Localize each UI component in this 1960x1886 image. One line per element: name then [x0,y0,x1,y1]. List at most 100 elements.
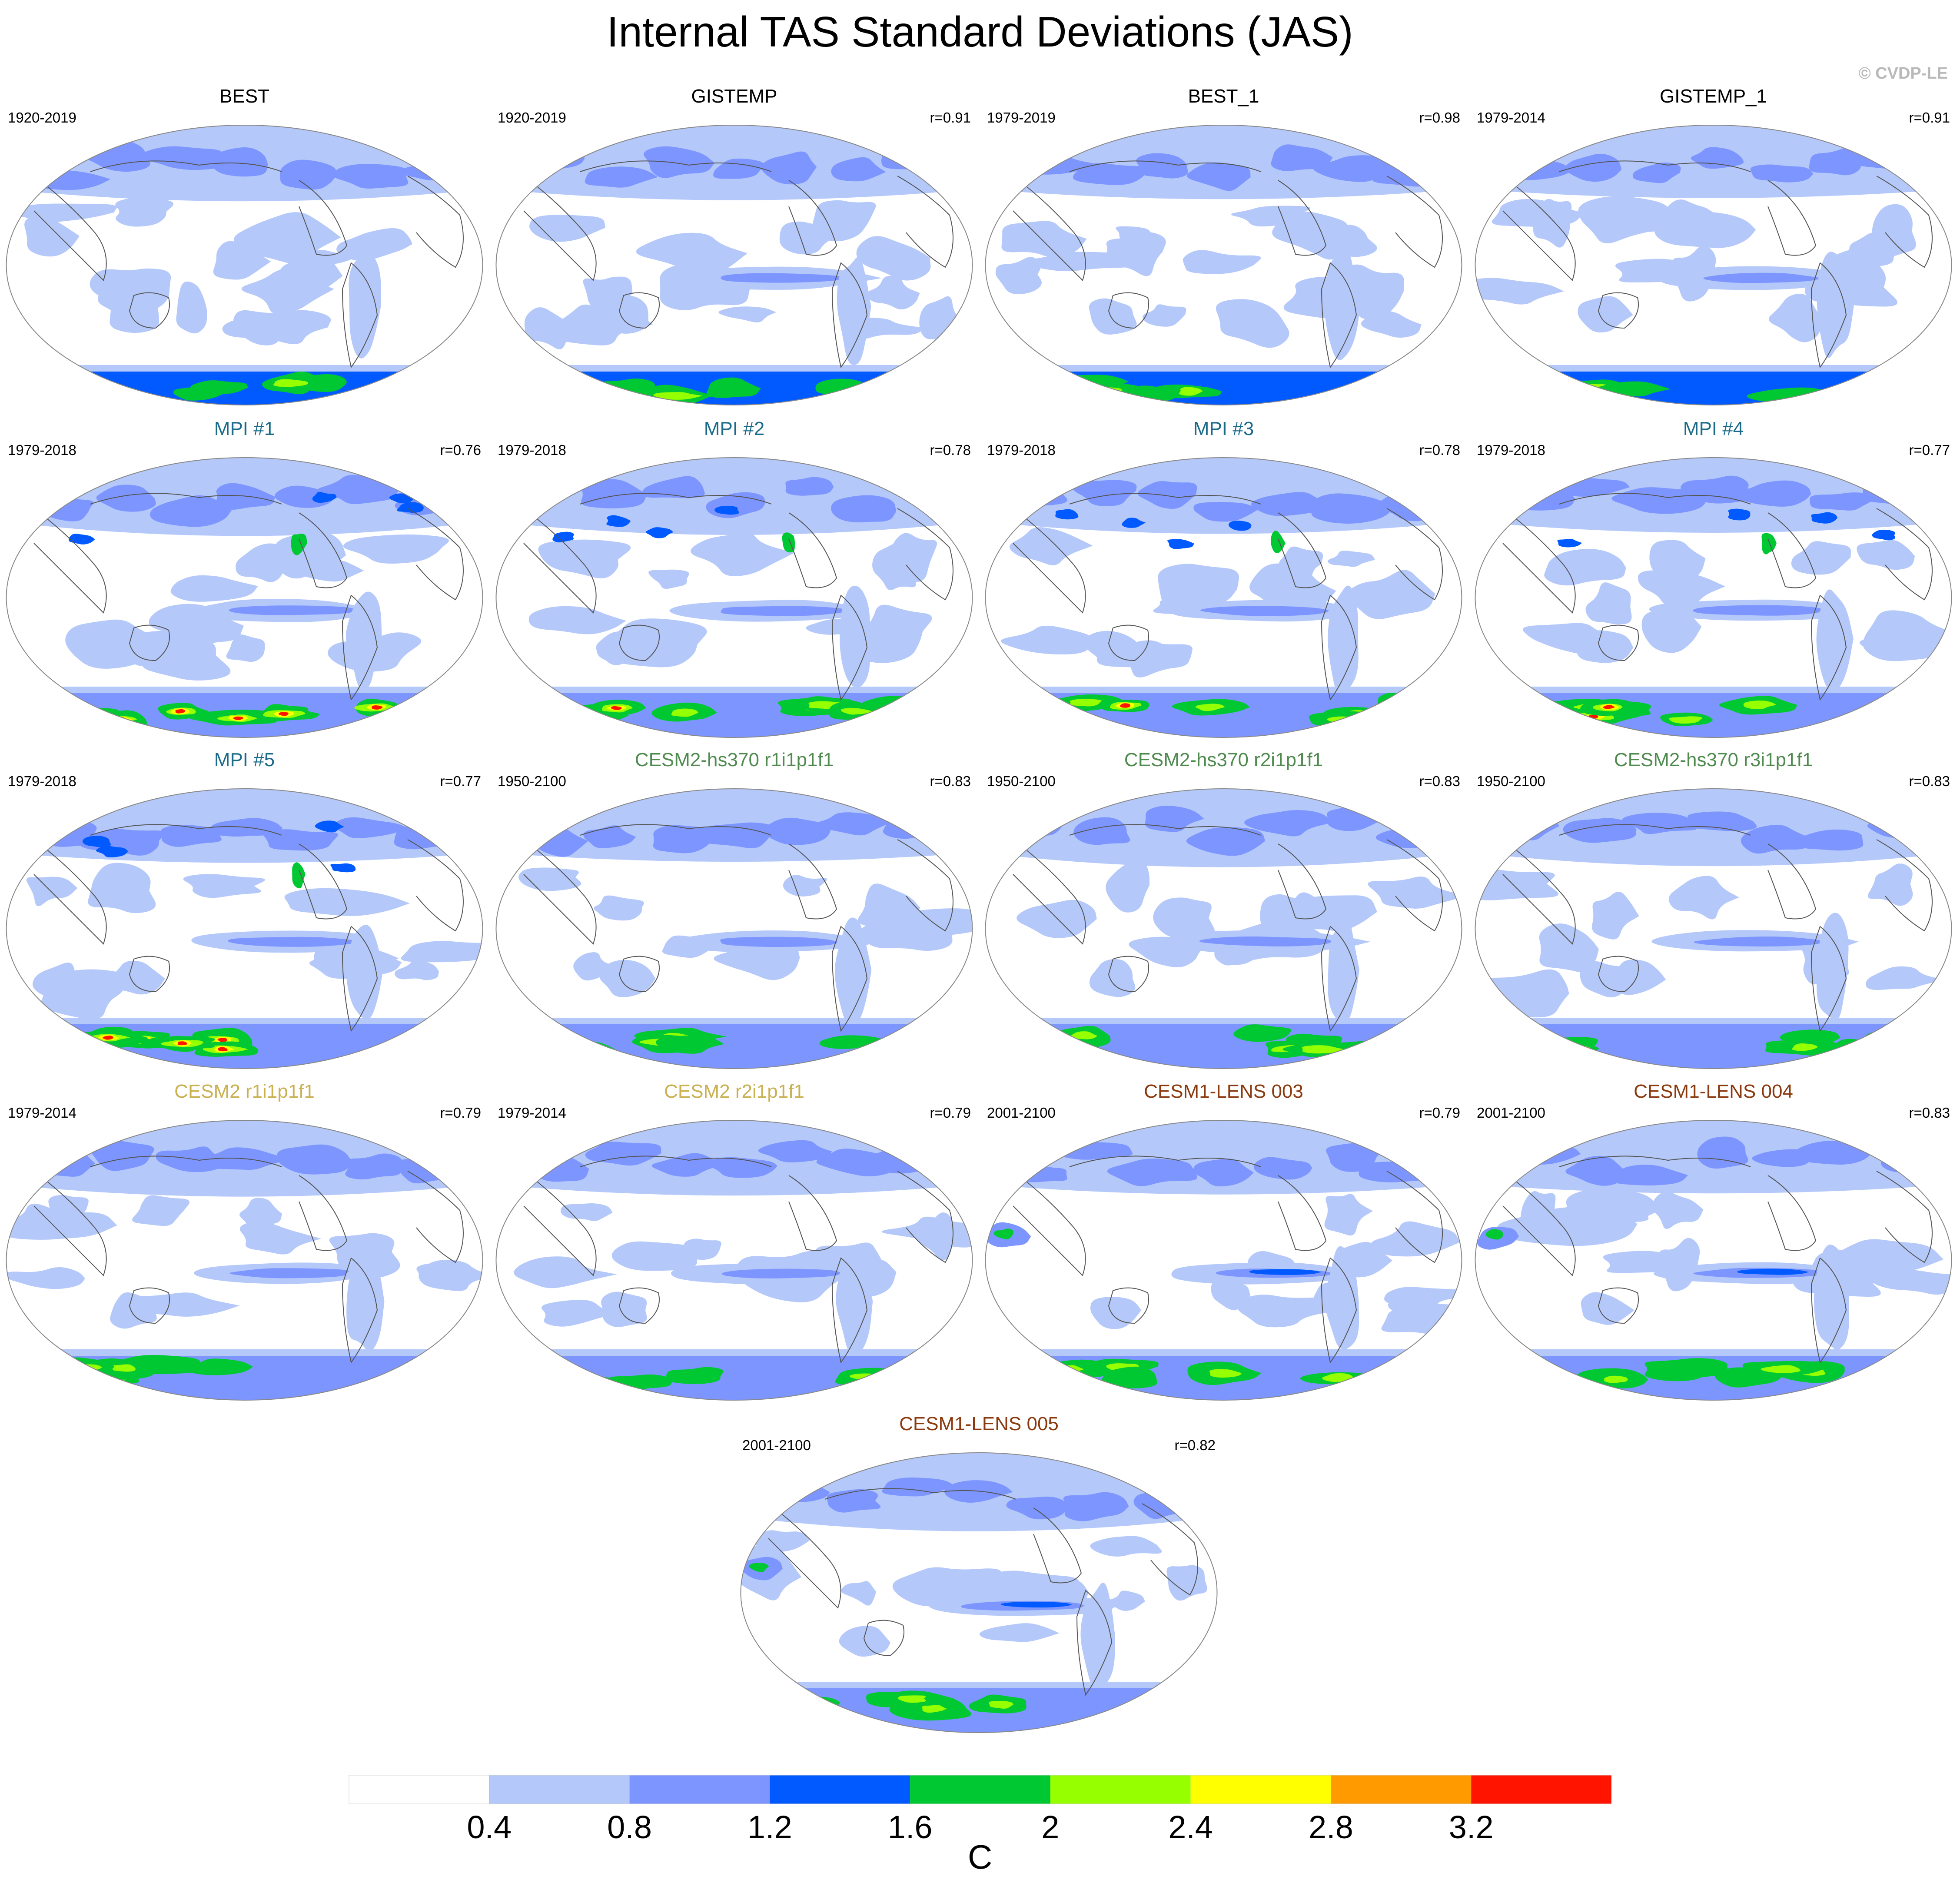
panel-correlation: r=0.82 [1174,1437,1216,1453]
panel-period: 1979-2018 [987,442,1056,458]
map-panel: BEST_1 1979-2019 r=0.98 [979,85,1468,406]
panel-correlation: r=0.83 [1909,1105,1950,1121]
map-panel: CESM1-LENS 003 2001-2100 r=0.79 [979,1080,1468,1401]
panel-correlation: r=0.83 [1419,773,1461,789]
panel-title: MPI #1 [214,418,275,439]
panel-title: CESM1-LENS 004 [1634,1081,1793,1102]
robinson-map [6,1120,483,1401]
coastlines [1013,824,1443,1032]
colorbar-swatch [1050,1775,1191,1804]
panel-correlation: r=0.83 [1909,773,1950,789]
panel-title: CESM1-LENS 005 [899,1413,1059,1434]
map-field [6,125,483,405]
coastlines [1013,160,1443,369]
panel-title: CESM2-hs370 r2i1p1f1 [1124,749,1323,770]
colorbar-swatch [349,1775,490,1804]
panel-correlation: r=0.76 [440,442,482,458]
panel-title: MPI #5 [214,749,275,770]
panel-title: BEST_1 [1188,86,1259,107]
colorbar-unit: C [967,1838,993,1876]
robinson-map [1475,1120,1952,1401]
panel-title: CESM2 r2i1p1f1 [664,1081,804,1102]
map-panel: CESM2 r2i1p1f1 1979-2014 r=0.79 [490,1080,979,1401]
colorbar-swatch [910,1775,1050,1804]
panel-period: 1920-2019 [498,110,566,126]
map-panel: MPI #2 1979-2018 r=0.78 [490,417,979,739]
panel-correlation: r=0.77 [440,773,482,789]
panel-title: MPI #3 [1193,418,1254,439]
panel-title: CESM1-LENS 003 [1144,1081,1303,1102]
robinson-map [985,1120,1462,1401]
panel-title: CESM2 r1i1p1f1 [174,1081,315,1102]
colorbar-tick-label: 0.4 [467,1809,512,1845]
map-panel: GISTEMP_1 1979-2014 r=0.91 [1469,85,1958,406]
coastlines [1502,1156,1933,1364]
panel-period: 2001-2100 [742,1437,811,1453]
panel-title: GISTEMP_1 [1660,86,1767,107]
panel-title: CESM2-hs370 r1i1p1f1 [635,749,834,770]
map-panel: GISTEMP 1920-2019 r=0.91 [490,85,979,406]
coastlines [1013,1156,1443,1364]
coastlines [768,1488,1198,1696]
panel-correlation: r=0.78 [1419,442,1461,458]
colorbar-swatch [1331,1775,1472,1804]
coastlines [33,160,464,369]
panel-correlation: r=0.83 [930,773,971,789]
colorbar-swatch [770,1775,910,1804]
panel-correlation: r=0.79 [930,1105,971,1121]
robinson-map [495,125,973,405]
panel-period: 1979-2014 [1477,110,1545,126]
robinson-map [495,788,973,1069]
panel-title: MPI #2 [704,418,765,439]
colorbar-tick-label: 1.2 [747,1809,792,1845]
robinson-map [740,1452,1218,1733]
map-field [6,458,483,738]
panel-title: CESM2-hs370 r3i1p1f1 [1614,749,1813,770]
coastlines [1502,160,1933,369]
panel-period: 1979-2018 [8,442,76,458]
robinson-map [6,457,483,738]
colorbar-swatch [1190,1775,1331,1804]
map-panel: MPI #1 1979-2018 r=0.76 [0,417,489,739]
panel-period: 1920-2019 [8,110,76,126]
panel-correlation: r=0.79 [1419,1105,1461,1121]
map-panel: MPI #4 1979-2018 r=0.77 [1469,417,1958,739]
robinson-map [1475,457,1952,738]
panel-correlation: r=0.98 [1419,110,1461,126]
colorbar-tick-label: 2.8 [1309,1809,1353,1845]
map-panel: MPI #3 1979-2018 r=0.78 [979,417,1468,739]
coastlines [523,160,953,369]
figure-title: Internal TAS Standard Deviations (JAS) [607,8,1353,56]
panel-period: 1979-2018 [8,773,76,789]
robinson-map [1475,788,1952,1069]
panel-correlation: r=0.79 [440,1105,482,1121]
map-panel: CESM1-LENS 004 2001-2100 r=0.83 [1469,1080,1958,1401]
colorbar-swatch [1471,1775,1611,1804]
map-panel: CESM1-LENS 005 2001-2100 r=0.82 [734,1412,1223,1734]
panel-period: 2001-2100 [987,1105,1056,1121]
panel-period: 1950-2100 [1477,773,1545,789]
panel-period: 1950-2100 [498,773,566,789]
coastlines [523,1156,953,1364]
map-field [496,458,973,738]
robinson-map [985,788,1462,1069]
panel-correlation: r=0.91 [930,110,971,126]
coastlines [523,493,953,701]
coastlines [33,1156,464,1364]
robinson-map [985,457,1462,738]
panel-title: BEST [219,86,269,107]
coastlines [1502,493,1933,701]
robinson-map [495,1120,973,1401]
robinson-map [1475,125,1952,405]
colorbar-tick-label: 2.4 [1168,1809,1213,1845]
panel-correlation: r=0.91 [1909,110,1950,126]
map-panel: BEST 1920-2019 [0,85,489,406]
map-panel: CESM2 r1i1p1f1 1979-2014 r=0.79 [0,1080,489,1401]
coastlines [523,824,953,1032]
colorbar-tick-label: 0.8 [607,1809,652,1845]
colorbar-swatch [629,1775,770,1804]
map-panel: MPI #5 1979-2018 r=0.77 [0,748,489,1070]
panel-period: 1950-2100 [987,773,1056,789]
panel-title: GISTEMP [691,86,777,107]
